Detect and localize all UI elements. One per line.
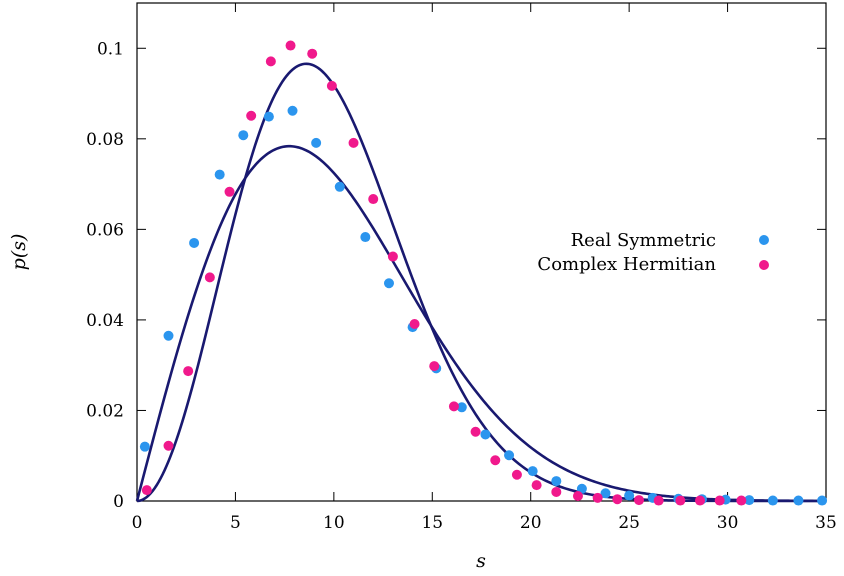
- axis-ticks: 0 5 10 15 20 25 30 35 0 0.02 0.04 0.06 0.08 0.1: [86, 3, 837, 533]
- complex-hermitian-point: [714, 495, 725, 506]
- complex-hermitian-point: [736, 495, 747, 506]
- real-symmetric-point: [504, 450, 515, 461]
- complex-hermitian-point: [470, 426, 481, 437]
- real-symmetric-point: [238, 130, 249, 141]
- real-symmetric-point: [311, 137, 322, 148]
- complex-hermitian-point: [224, 186, 235, 197]
- y-tick-label: 0.02: [86, 401, 124, 421]
- real-symmetric-point: [334, 181, 345, 192]
- x-tick-label: 5: [230, 513, 241, 533]
- complex-hermitian-point: [265, 56, 276, 67]
- real-symmetric-point: [480, 429, 491, 440]
- legend-label-complex-hermitian: Complex Hermitian: [537, 254, 716, 275]
- complex-hermitian-point: [163, 440, 174, 451]
- real-symmetric-point: [287, 105, 298, 116]
- complex-hermitian-point: [368, 194, 379, 205]
- complex-hermitian-point: [511, 469, 522, 480]
- real-symmetric-point: [744, 495, 755, 506]
- real-symmetric-point: [600, 488, 611, 499]
- complex-hermitian-point: [675, 495, 686, 506]
- real-symmetric-point: [527, 466, 538, 477]
- real-symmetric-point: [456, 402, 467, 413]
- x-tick-label: 30: [717, 513, 739, 533]
- complex-hermitian-point: [348, 137, 359, 148]
- complex-hermitian-point: [448, 401, 459, 412]
- x-tick-label: 15: [421, 513, 443, 533]
- real-symmetric-point: [383, 278, 394, 289]
- legend-label-real-symmetric: Real Symmetric: [571, 230, 716, 251]
- x-tick-label: 0: [132, 513, 143, 533]
- legend: Real Symmetric Complex Hermitian: [537, 230, 769, 275]
- fitted-curves: [135, 62, 826, 503]
- real-symmetric-point: [263, 111, 274, 122]
- complex-hermitian-point: [653, 495, 664, 506]
- curve-complex-hermitian: [136, 62, 826, 503]
- real-symmetric-point: [767, 495, 778, 506]
- real-symmetric-point: [163, 330, 174, 341]
- data-points: [139, 40, 828, 506]
- complex-hermitian-point: [695, 495, 706, 506]
- y-tick-label: 0.1: [97, 39, 124, 59]
- complex-hermitian-point: [285, 40, 296, 51]
- complex-hermitian-point: [326, 80, 337, 91]
- real-symmetric-point: [624, 490, 635, 501]
- y-tick-label: 0.06: [86, 220, 124, 240]
- complex-hermitian-point: [612, 494, 623, 505]
- complex-hermitian-point: [592, 492, 603, 503]
- y-tick-label: 0.08: [86, 130, 124, 150]
- real-symmetric-point: [551, 476, 562, 487]
- complex-hermitian-point: [490, 455, 501, 466]
- x-tick-label: 20: [520, 513, 542, 533]
- complex-hermitian-point: [409, 318, 420, 329]
- complex-hermitian-point: [387, 251, 398, 262]
- x-axis-title: s: [476, 550, 486, 572]
- plot-frame: [136, 2, 827, 502]
- curve-real-symmetric: [135, 144, 826, 503]
- complex-hermitian-point: [204, 272, 215, 283]
- complex-hermitian-point: [572, 491, 583, 502]
- complex-hermitian-point: [429, 361, 440, 372]
- legend-marker-real-symmetric: [759, 235, 769, 245]
- complex-hermitian-point: [246, 110, 257, 121]
- complex-hermitian-point: [141, 485, 152, 496]
- x-tick-label: 10: [323, 513, 345, 533]
- complex-hermitian-point: [183, 366, 194, 377]
- real-symmetric-point: [793, 495, 804, 506]
- real-symmetric-point: [139, 441, 150, 452]
- y-axis-title: p(s): [8, 234, 30, 271]
- complex-hermitian-point: [551, 486, 562, 497]
- real-symmetric-point: [817, 495, 828, 506]
- complex-hermitian-point: [307, 48, 318, 59]
- legend-marker-complex-hermitian: [759, 260, 769, 270]
- y-tick-label: 0: [113, 492, 124, 512]
- complex-hermitian-point: [531, 480, 542, 491]
- y-tick-label: 0.04: [86, 311, 124, 331]
- real-symmetric-point: [360, 232, 371, 243]
- x-tick-label: 35: [815, 513, 837, 533]
- complex-hermitian-point: [633, 495, 644, 506]
- x-tick-label: 25: [618, 513, 640, 533]
- real-symmetric-point: [189, 237, 200, 248]
- real-symmetric-point: [214, 169, 225, 180]
